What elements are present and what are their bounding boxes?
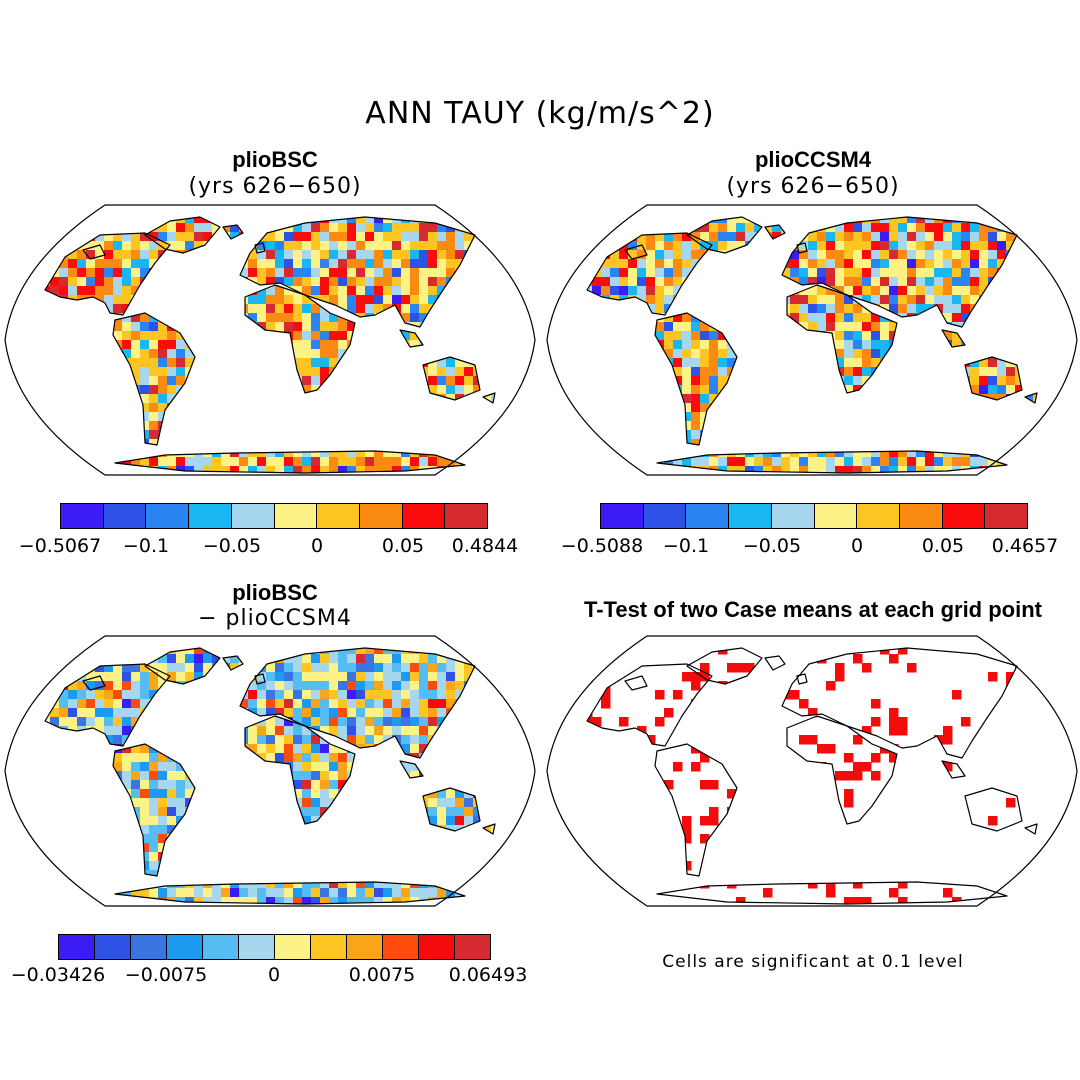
colorbar-swatch: [311, 935, 347, 959]
panel-a-title: plioBSC: [232, 147, 318, 172]
panel-a-map: [4, 204, 536, 476]
colorbar-swatch: [686, 504, 730, 528]
colorbar-swatch: [239, 935, 275, 959]
colorbar-tick: 0: [267, 964, 281, 986]
colorbar-swatch: [402, 504, 446, 528]
panel-a-subtitle: (yrs 626−650): [188, 174, 362, 199]
colorbar-swatch: [359, 504, 403, 528]
colorbar-tick: −0.1: [122, 535, 170, 557]
colorbar-swatch: [383, 935, 419, 959]
colorbar-tick: 0.05: [921, 535, 965, 557]
panel-c-title: plioBSC: [232, 580, 318, 605]
colorbar-tick: −0.05: [742, 535, 802, 557]
panel-c-map: [4, 635, 536, 907]
colorbar-swatch: [899, 504, 943, 528]
colorbar-swatch: [985, 504, 1028, 528]
panel-b-map: [546, 204, 1078, 476]
panel-d-map: [546, 635, 1078, 907]
colorbar-swatch: [729, 504, 772, 528]
colorbar-swatch: [61, 504, 104, 528]
colorbar-tick: 0.05: [381, 535, 425, 557]
colorbar-swatch: [347, 935, 383, 959]
colorbar-tick: −0.03426: [10, 964, 106, 986]
colorbar-swatch: [455, 935, 490, 959]
colorbar-swatch: [419, 935, 455, 959]
colorbar-swatch: [146, 504, 190, 528]
colorbar-swatch: [643, 504, 687, 528]
significance-note: Cells are significant at 0.1 level: [662, 952, 964, 972]
colorbar-swatch: [59, 935, 95, 959]
panel-a-colorbar: [60, 503, 488, 529]
colorbar-tick: −0.5088: [560, 535, 644, 557]
panel-d-title: T-Test of two Case means at each grid po…: [583, 597, 1042, 622]
colorbar-swatch: [317, 504, 360, 528]
colorbar-swatch: [445, 504, 488, 528]
figure-title: ANN TAUY (kg/m/s^2): [365, 96, 715, 131]
colorbar-tick: −0.1: [662, 535, 710, 557]
colorbar-tick: 0.06493: [448, 964, 528, 986]
panel-b-subtitle: (yrs 626−650): [726, 174, 900, 199]
colorbar-tick: 0.0075: [348, 964, 416, 986]
colorbar-tick: −0.05: [202, 535, 262, 557]
colorbar-swatch: [203, 935, 239, 959]
panel-c-colorbar: [58, 934, 491, 960]
colorbar-swatch: [857, 504, 900, 528]
colorbar-swatch: [942, 504, 986, 528]
colorbar-swatch: [231, 504, 275, 528]
colorbar-tick: −0.0075: [124, 964, 208, 986]
panel-b-title: plioCCSM4: [754, 147, 872, 172]
colorbar-tick: 0.4657: [991, 535, 1059, 557]
colorbar-tick: 0: [310, 535, 324, 557]
colorbar-tick: 0: [850, 535, 864, 557]
colorbar-swatch: [103, 504, 147, 528]
panel-c-subtitle: − plioCCSM4: [198, 606, 352, 631]
colorbar-swatch: [814, 504, 858, 528]
colorbar-tick: −0.5067: [18, 535, 102, 557]
colorbar-swatch: [601, 504, 644, 528]
colorbar-swatch: [131, 935, 167, 959]
colorbar-swatch: [95, 935, 131, 959]
colorbar-swatch: [189, 504, 232, 528]
colorbar-tick: 0.4844: [451, 535, 519, 557]
colorbar-swatch: [274, 504, 318, 528]
colorbar-swatch: [275, 935, 311, 959]
colorbar-swatch: [167, 935, 203, 959]
panel-b-colorbar: [600, 503, 1028, 529]
colorbar-swatch: [771, 504, 815, 528]
